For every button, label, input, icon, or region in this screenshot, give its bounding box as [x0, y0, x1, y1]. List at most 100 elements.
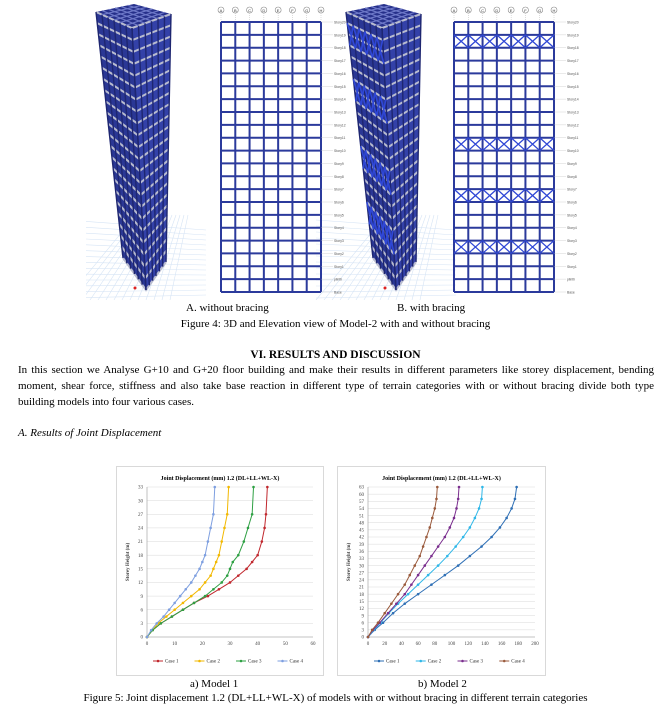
tower-column [407, 18, 411, 272]
y-tick-label: 0 [141, 636, 144, 641]
data-point [456, 564, 460, 567]
data-point [480, 545, 483, 548]
grid-bubble-label: D [495, 8, 498, 13]
chart-model-2-svg: Joint Displacement (mm) 1.2 (DL+LL+WL-X)… [347, 475, 539, 665]
series-line [146, 486, 255, 638]
story-label: Story15 [334, 85, 346, 89]
data-point [468, 554, 472, 558]
legend-label: Case 2 [207, 660, 221, 665]
story-label: Story8 [334, 175, 344, 179]
data-point [425, 535, 428, 539]
data-point [403, 592, 407, 596]
y-tick-label: 36 [359, 550, 365, 555]
tower-column [131, 27, 147, 291]
data-point [184, 587, 188, 591]
y-tick-label: 21 [359, 586, 365, 591]
story-label: Story7 [334, 188, 344, 192]
bracing-member [371, 158, 376, 178]
tower-column [113, 19, 136, 275]
legend-label: Case 4 [511, 660, 525, 665]
y-axis-label: Storey Height (m) [347, 543, 352, 582]
data-point [173, 601, 176, 605]
grid-bubble-label: F [291, 8, 294, 13]
story-label: Story20 [567, 21, 579, 25]
x-tick-label: 0 [367, 642, 370, 647]
tower-column [161, 16, 166, 267]
story-label: Story19 [334, 33, 346, 37]
tower-column [351, 14, 378, 264]
data-point [227, 485, 230, 489]
data-point [386, 611, 390, 615]
x-tick-label: 60 [311, 642, 317, 647]
data-point [426, 573, 430, 577]
bracing-member [385, 225, 390, 245]
grid-bubble-label: H [553, 8, 556, 13]
story-label: Base [334, 291, 342, 295]
chart-title: Joint Displacement (mm) 1.2 (DL+LL+WL-X) [161, 475, 280, 482]
x-tick-label: 0 [146, 642, 149, 647]
bracing-member [376, 162, 381, 182]
data-point [498, 526, 502, 529]
data-point [173, 608, 176, 612]
data-point [256, 553, 259, 557]
story-label: Story3 [334, 239, 344, 243]
bracing-member [370, 92, 376, 113]
data-point [376, 621, 380, 625]
y-tick-label: 15 [138, 568, 144, 573]
y-axis-label: Storey Height (m) [126, 543, 131, 582]
legend-label: Case 1 [386, 660, 400, 665]
tower-column [369, 22, 390, 280]
subsection-heading: A. Results of Joint Displacement [18, 427, 162, 439]
data-point [189, 594, 193, 598]
tower-face-right [382, 14, 421, 290]
data-point [264, 512, 268, 516]
data-point [418, 554, 422, 558]
data-point [220, 540, 223, 543]
grid-bubble-label: B [234, 8, 237, 13]
legend-marker [239, 659, 243, 663]
bracing-member [467, 34, 484, 49]
grid-bubble-label: F [524, 8, 527, 13]
legend-label: Case 4 [290, 660, 304, 665]
bracing-member [496, 240, 512, 254]
data-point [421, 545, 425, 548]
data-point [473, 516, 477, 520]
data-point [366, 635, 370, 639]
bracing-member [381, 99, 387, 120]
bracing-member [372, 211, 377, 230]
story-label: Story16 [334, 72, 346, 76]
bracing-member [467, 188, 484, 203]
data-point [513, 497, 517, 501]
data-point [206, 594, 210, 598]
data-point [390, 602, 393, 605]
story-label: Story14 [334, 98, 346, 102]
data-point [237, 553, 240, 557]
story-label: Story11 [334, 136, 346, 140]
story-label: Story12 [334, 123, 346, 127]
story-label: Story1 [567, 265, 577, 269]
data-point [481, 485, 484, 489]
ground-grid-line [315, 289, 457, 293]
data-point [228, 581, 232, 584]
story-label: Story4 [567, 226, 577, 230]
data-point [455, 507, 458, 510]
story-label: Story17 [567, 59, 579, 63]
origin-marker [133, 286, 137, 290]
data-point [181, 601, 185, 605]
data-point [223, 526, 226, 530]
x-tick-label: 20 [382, 642, 388, 647]
data-point [433, 507, 437, 510]
data-point [155, 622, 158, 625]
data-point [428, 526, 432, 529]
y-tick-label: 60 [359, 493, 365, 498]
data-point [194, 574, 197, 577]
data-point [436, 545, 440, 548]
series-line [367, 486, 483, 638]
tower-column [119, 22, 140, 280]
bracing-member [510, 137, 526, 152]
figure-4-caption-a: A. without bracing [186, 302, 269, 314]
data-point [203, 581, 207, 584]
y-tick-label: 57 [359, 500, 365, 505]
bracing-member [496, 188, 512, 203]
story-label: Story2 [334, 252, 344, 256]
